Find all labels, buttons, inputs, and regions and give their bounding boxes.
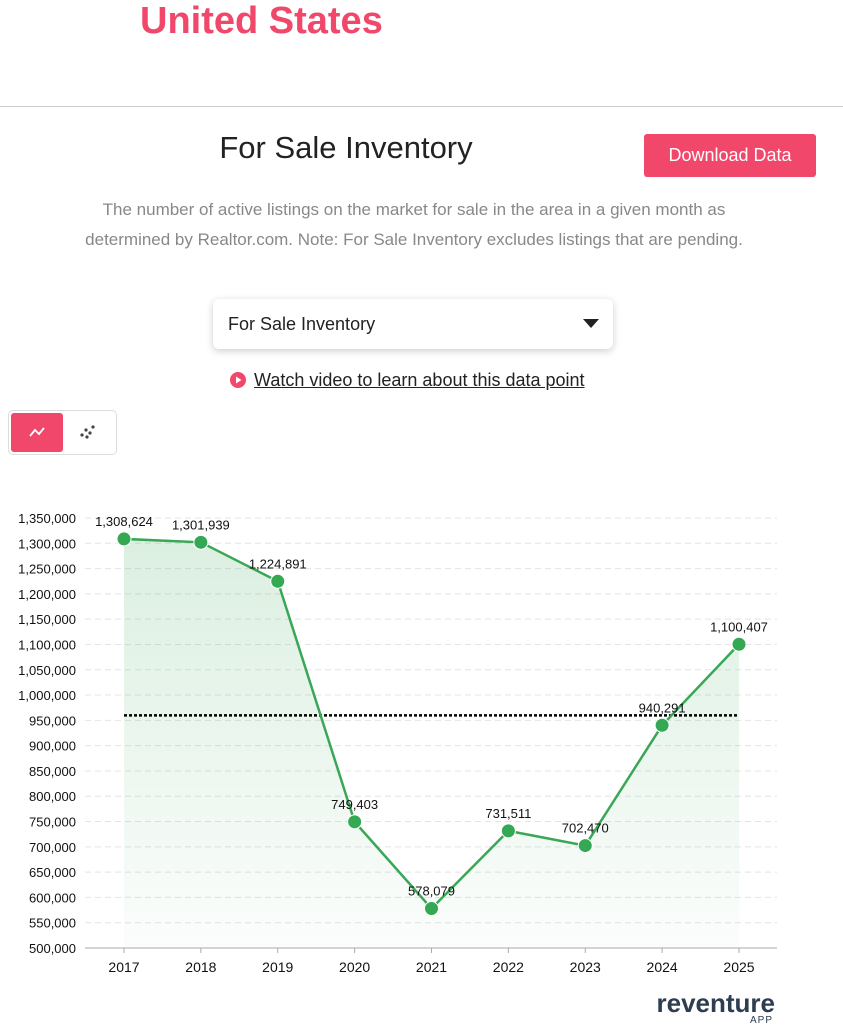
play-icon — [230, 372, 246, 388]
x-tick-label: 2025 — [723, 959, 754, 975]
download-button[interactable]: Download Data — [644, 134, 816, 177]
y-tick-label: 950,000 — [29, 713, 76, 728]
chart-toggle — [8, 410, 117, 455]
y-tick-label: 850,000 — [29, 764, 76, 779]
y-tick-label: 600,000 — [29, 890, 76, 905]
x-tick-label: 2024 — [647, 959, 678, 975]
value-label: 1,308,624 — [95, 514, 153, 529]
x-tick-label: 2018 — [185, 959, 216, 975]
value-label: 731,511 — [485, 806, 531, 821]
y-tick-label: 550,000 — [29, 916, 76, 931]
description: The number of active listings on the mar… — [85, 200, 743, 249]
scatter-toggle[interactable] — [80, 425, 95, 439]
y-tick-label: 1,050,000 — [18, 663, 76, 678]
x-tick-label: 2019 — [262, 959, 293, 975]
x-tick-label: 2017 — [108, 959, 139, 975]
value-label: 578,079 — [408, 884, 455, 899]
y-tick-label: 1,200,000 — [18, 587, 76, 602]
value-label: 749,403 — [331, 797, 378, 812]
x-tick-label: 2022 — [493, 959, 524, 975]
x-tick-label: 2021 — [416, 959, 447, 975]
video-link-text: Watch video to learn about this data poi… — [254, 370, 585, 390]
y-tick-label: 900,000 — [29, 739, 76, 754]
y-tick-label: 750,000 — [29, 815, 76, 830]
point — [654, 717, 670, 733]
y-tick-label: 700,000 — [29, 840, 76, 855]
point — [116, 531, 132, 547]
y-tick-label: 1,150,000 — [18, 612, 76, 627]
y-tick-label: 1,350,000 — [18, 511, 76, 526]
x-tick-label: 2023 — [570, 959, 601, 975]
page-title: United States — [140, 0, 383, 42]
brand-sub: APP — [749, 1015, 773, 1026]
value-label: 1,100,407 — [710, 619, 768, 634]
dropdown[interactable]: For Sale Inventory — [213, 299, 613, 349]
value-label: 702,470 — [562, 821, 609, 836]
y-tick-label: 650,000 — [29, 865, 76, 880]
value-label: 1,224,891 — [249, 556, 307, 571]
chart: 500,000 550,000 600,000 650,000 700,000 750,0… — [18, 511, 777, 975]
point — [270, 573, 286, 589]
point — [577, 838, 593, 854]
y-tick-label: 500,000 — [29, 941, 76, 956]
video-link[interactable]: Watch video to learn about this data poi… — [230, 370, 585, 391]
y-tick-label: 1,100,000 — [18, 637, 76, 652]
y-tick-label: 1,300,000 — [18, 536, 76, 551]
point — [500, 823, 516, 839]
y-tick-label: 800,000 — [29, 789, 76, 804]
value-label: 940,291 — [639, 700, 686, 715]
divider — [0, 106, 843, 107]
point — [731, 636, 747, 652]
section-title: For Sale Inventory — [219, 130, 473, 165]
dropdown-arrow — [583, 319, 599, 328]
point — [424, 901, 439, 917]
point — [193, 534, 209, 550]
value-label: 1,301,939 — [172, 517, 230, 532]
y-tick-label: 1,250,000 — [18, 562, 76, 577]
y-tick-label: 1,000,000 — [18, 688, 76, 703]
brand-logo: reventure — [656, 988, 776, 1018]
x-tick-label: 2020 — [339, 959, 370, 975]
point — [347, 814, 363, 830]
toggle-icons — [11, 413, 95, 452]
dropdown-value: For Sale Inventory — [228, 314, 376, 334]
